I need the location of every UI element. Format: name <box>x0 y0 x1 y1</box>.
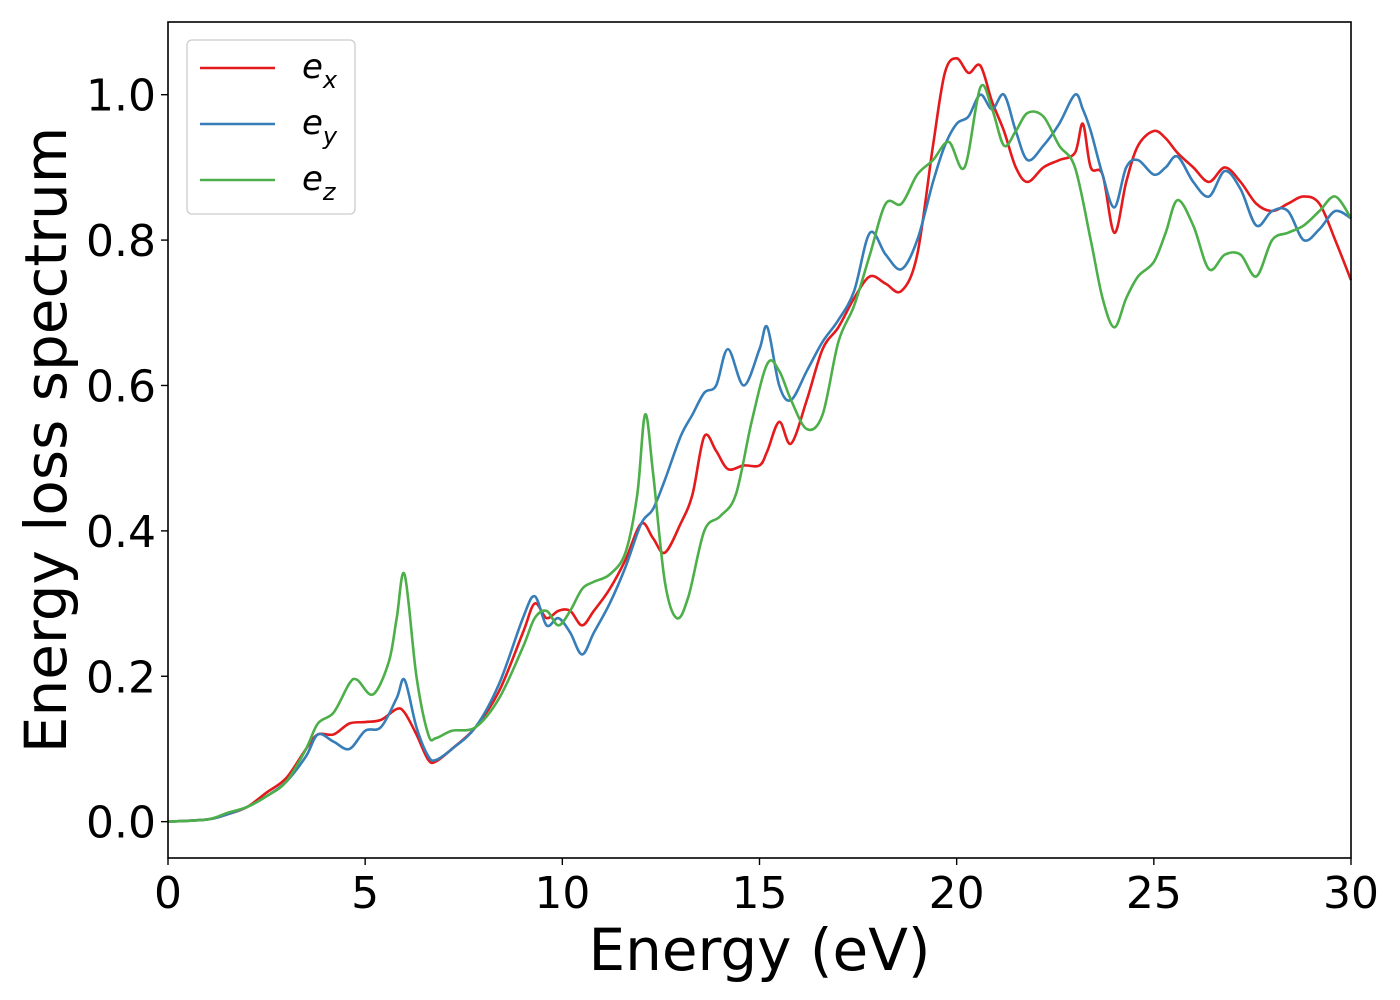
series-line-z <box>167 83 1353 823</box>
y-tick-label: 0.8 <box>86 216 156 267</box>
legend-label-x: ex <box>302 47 338 94</box>
y-tick-label: 0.2 <box>86 652 156 703</box>
x-tick-label: 30 <box>1323 868 1379 919</box>
x-axis-label: Energy (eV) <box>588 916 930 984</box>
x-tick-label: 10 <box>534 868 590 919</box>
x-tick-label: 20 <box>929 868 985 919</box>
legend: ex ey ez <box>186 39 356 215</box>
y-tick-label: 1.0 <box>86 71 156 122</box>
y-tick-label: 0.0 <box>86 798 156 849</box>
series-line-y <box>167 92 1352 823</box>
ticks-layer: 0 5 10 15 20 25 30 0.0 0.2 0.4 0.6 0.8 1.0 <box>86 71 1379 919</box>
x-tick-label: 25 <box>1126 868 1182 919</box>
series-layer <box>167 57 1353 823</box>
series-line-x <box>167 57 1353 823</box>
y-tick-label: 0.6 <box>86 361 156 412</box>
legend-box <box>186 39 356 215</box>
legend-label-y: ey <box>302 103 338 150</box>
x-tick-label: 15 <box>732 868 788 919</box>
x-tick-label: 0 <box>154 868 182 919</box>
x-tick-label: 5 <box>351 868 379 919</box>
y-axis-label: Energy loss spectrum <box>12 127 80 753</box>
y-tick-label: 0.4 <box>86 507 156 558</box>
legend-label-z: ez <box>302 159 337 206</box>
